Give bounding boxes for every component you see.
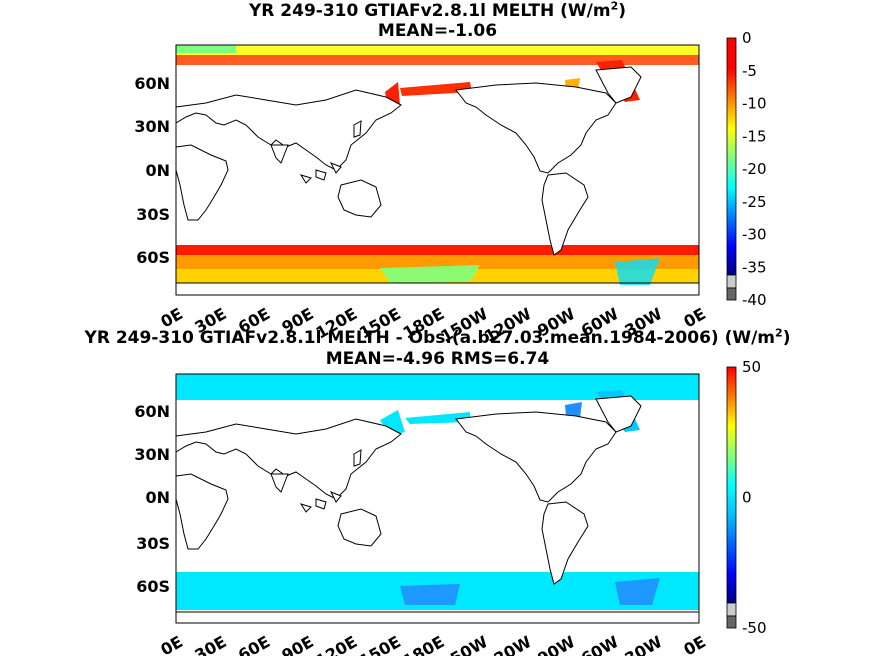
colorbar-label-0: 50	[742, 358, 761, 376]
colorbar-label-6: -30	[742, 226, 767, 244]
bottom-map-title: YR 249-310 GTIAFv2.8.1l MELTH - Obs.(a.b…	[84, 326, 791, 348]
top-alaska-patch	[400, 82, 472, 96]
top-lat-labels: 60N 30N 0N 30S 60S	[134, 74, 170, 267]
top-map	[175, 44, 700, 296]
bottom-lat-30n: 30N	[134, 445, 170, 464]
bottom-hudson-patch	[565, 402, 582, 418]
top-lat-30s: 30S	[136, 205, 170, 224]
bottom-map	[175, 373, 700, 624]
lon-label-7: 150W	[437, 304, 491, 346]
colorbar-label-3: -15	[742, 127, 767, 145]
lon-label-11: 30W	[621, 632, 665, 656]
lon-label-3: 90E	[278, 632, 316, 656]
top-lat-60n: 60N	[134, 74, 170, 93]
lon-label-5: 150E	[356, 632, 404, 656]
lon-label-6: 180E	[400, 632, 448, 656]
lon-label-9: 90W	[534, 304, 578, 341]
bottom-lat-60s: 60S	[136, 577, 170, 596]
lon-label-12: 0E	[680, 304, 709, 331]
bottom-alaska-patch	[405, 412, 470, 424]
top-map-subtitle: MEAN=-1.06	[377, 21, 498, 41]
top-so-green	[380, 265, 480, 283]
lon-label-0: 0E	[157, 304, 186, 331]
lon-label-1: 30E	[191, 632, 229, 656]
top-colorbar-ramp	[726, 37, 737, 276]
lon-label-4: 120E	[312, 632, 360, 656]
bottom-colorbar-under	[726, 602, 737, 617]
lon-label-11: 30W	[621, 304, 665, 341]
top-so-band-1	[176, 245, 699, 255]
top-lat-30n: 30N	[134, 117, 170, 136]
lon-label-8: 120W	[481, 304, 535, 346]
bottom-lat-labels: 60N 30N 0N 30S 60S	[134, 402, 170, 596]
lon-label-10: 60W	[578, 304, 622, 341]
bottom-colorbar: 50 0 -50	[726, 358, 767, 637]
colorbar-label-0: 0	[742, 29, 752, 47]
bottom-so-blue	[400, 584, 460, 605]
top-weddell-patch	[615, 258, 660, 285]
lon-label-5: 150E	[356, 304, 404, 343]
lon-label-1: 30E	[191, 304, 229, 337]
top-so-band-2	[176, 255, 699, 269]
lon-label-6: 180E	[400, 304, 448, 343]
top-lat-0n: 0N	[145, 161, 170, 180]
colorbar-label-4: -20	[742, 160, 767, 178]
lon-label-2: 60E	[235, 632, 273, 656]
top-arctic-band	[176, 45, 699, 57]
colorbar-label-2: -50	[742, 619, 767, 637]
top-map-title: YR 249-310 GTIAFv2.8.1l MELTH (W/m2)	[248, 0, 626, 21]
top-colorbar: 0 -5 -10 -15 -20 -25 -30 -35 -40	[726, 29, 767, 309]
bottom-colorbar-missing	[726, 615, 737, 629]
lon-label-9: 90W	[534, 632, 578, 656]
colorbar-label-8: -40	[742, 291, 767, 309]
bottom-lat-30s: 30S	[136, 534, 170, 553]
bottom-lat-0n: 0N	[145, 488, 170, 507]
bottom-weddell-patch	[615, 578, 660, 605]
colorbar-label-7: -35	[742, 258, 767, 276]
top-arctic-band-2	[176, 55, 699, 65]
top-lat-60s: 60S	[136, 248, 170, 267]
lon-label-7: 150W	[437, 632, 491, 656]
bottom-map-subtitle: MEAN=-4.96 RMS=6.74	[325, 349, 550, 369]
colorbar-label-2: -10	[742, 95, 767, 113]
bottom-lat-60n: 60N	[134, 402, 170, 421]
top-arctic-patch	[176, 45, 236, 53]
colorbar-label-5: -25	[742, 193, 767, 211]
lon-label-12: 0E	[680, 632, 709, 656]
lon-label-3: 90E	[278, 304, 316, 337]
lon-label-8: 120W	[481, 632, 535, 656]
top-colorbar-missing	[726, 287, 737, 301]
colorbar-label-1: -5	[742, 62, 757, 80]
lon-label-2: 60E	[235, 304, 273, 337]
colorbar-label-1: 0	[742, 489, 752, 507]
bottom-colorbar-ramp	[726, 366, 737, 604]
lon-label-4: 120E	[312, 304, 360, 343]
lon-label-10: 60W	[578, 632, 622, 656]
lon-label-0: 0E	[157, 632, 186, 656]
top-colorbar-under	[726, 274, 737, 289]
